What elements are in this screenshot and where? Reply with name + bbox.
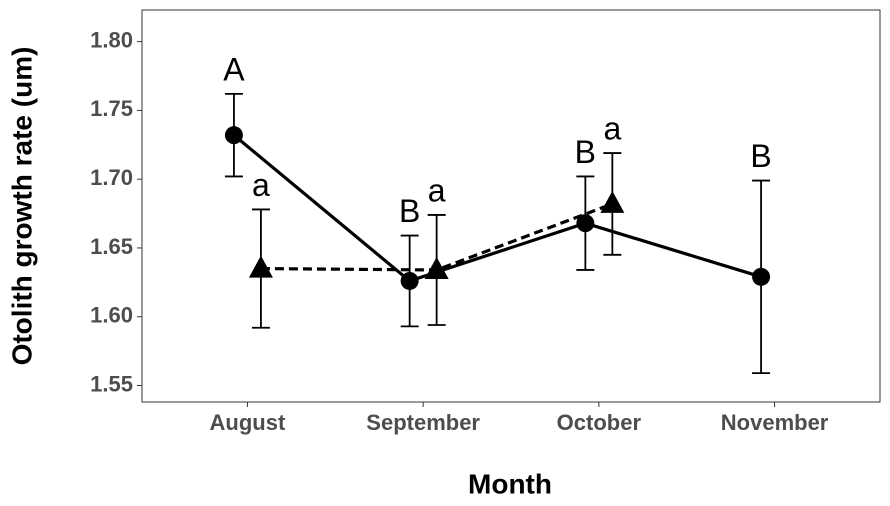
point — [400, 271, 419, 290]
y-tick-label: 1.70 — [90, 165, 133, 190]
y-tick-label: 1.75 — [90, 96, 133, 121]
x-tick-label: October — [557, 410, 642, 435]
significance-label: a — [603, 110, 621, 146]
point — [224, 126, 243, 145]
significance-label: a — [428, 172, 446, 208]
x-tick-label: August — [210, 410, 286, 435]
y-axis-label: Otolith growth rate (um) — [6, 47, 37, 366]
y-tick-label: 1.80 — [90, 27, 133, 52]
significance-label: A — [223, 51, 245, 87]
significance-label: B — [750, 138, 771, 174]
significance-label: B — [575, 134, 596, 170]
point — [248, 255, 273, 278]
y-tick-label: 1.65 — [90, 234, 133, 259]
y-tick-label: 1.60 — [90, 303, 133, 328]
plot-panel — [141, 9, 881, 403]
significance-label: a — [252, 167, 270, 203]
point — [752, 267, 771, 286]
series-line — [232, 133, 762, 283]
y-tick-label: 1.55 — [90, 371, 133, 396]
x-tick-label: November — [721, 410, 829, 435]
point — [600, 190, 625, 213]
x-tick-label: September — [366, 410, 480, 435]
x-axis-label: Month — [468, 468, 552, 499]
significance-label: B — [399, 193, 420, 229]
point — [424, 256, 449, 279]
point — [576, 214, 595, 233]
